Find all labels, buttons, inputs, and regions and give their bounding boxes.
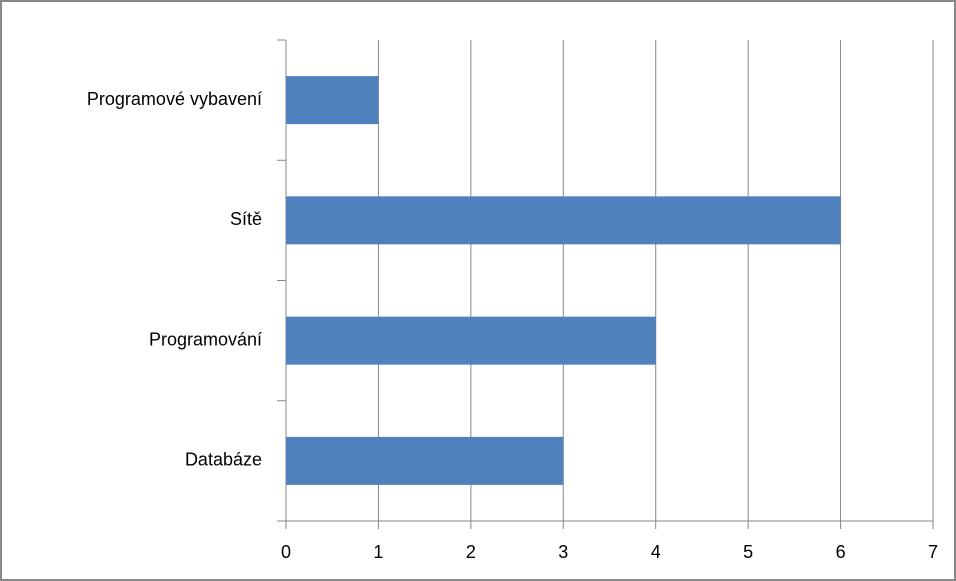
x-tick-label: 4 [651,542,661,562]
x-tick-label: 5 [743,542,753,562]
y-tick-label: Programování [149,329,262,349]
x-tick-label: 0 [281,542,291,562]
x-tick-label: 1 [373,542,383,562]
x-tick-label: 6 [836,542,846,562]
x-tick-label: 2 [466,542,476,562]
bar [286,436,564,485]
x-tick-label: 3 [558,542,568,562]
bar [286,316,656,365]
y-tick-label: Programové vybavení [87,89,262,109]
x-tick-label: 7 [928,542,938,562]
bar [286,196,841,245]
y-tick-label: Databáze [185,450,262,470]
bar [286,76,379,125]
y-tick-label: Sítě [230,209,262,229]
